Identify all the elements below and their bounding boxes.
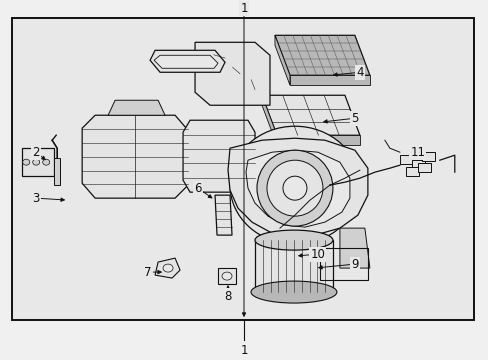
Polygon shape: [183, 120, 254, 192]
Ellipse shape: [229, 126, 359, 244]
Polygon shape: [154, 55, 218, 68]
Bar: [405, 167, 418, 176]
Bar: [12, 18, 473, 320]
Circle shape: [266, 160, 322, 216]
Text: 11: 11: [409, 146, 425, 159]
Polygon shape: [262, 95, 276, 145]
Ellipse shape: [163, 264, 173, 272]
Text: 1: 1: [240, 2, 247, 15]
Ellipse shape: [250, 281, 336, 303]
Bar: [409, 147, 422, 156]
Text: 9: 9: [350, 258, 358, 271]
Ellipse shape: [222, 272, 231, 280]
Polygon shape: [108, 100, 165, 115]
Text: 7: 7: [144, 266, 152, 279]
Polygon shape: [339, 228, 369, 268]
Bar: [417, 163, 430, 172]
Polygon shape: [150, 50, 224, 72]
Bar: [319, 248, 367, 280]
Polygon shape: [274, 35, 369, 75]
Text: 6: 6: [194, 182, 202, 195]
Polygon shape: [289, 75, 369, 85]
Ellipse shape: [254, 282, 332, 302]
Polygon shape: [262, 95, 359, 135]
Bar: [399, 155, 412, 164]
Text: 8: 8: [224, 289, 231, 302]
Polygon shape: [54, 158, 60, 185]
Text: 4: 4: [355, 66, 363, 79]
Bar: [254, 240, 332, 292]
Ellipse shape: [33, 159, 40, 165]
Ellipse shape: [254, 230, 332, 250]
Ellipse shape: [22, 159, 30, 165]
Bar: [22, 148, 54, 176]
Circle shape: [257, 150, 332, 226]
Ellipse shape: [42, 159, 50, 165]
Polygon shape: [245, 150, 349, 227]
Text: 5: 5: [350, 112, 358, 125]
Polygon shape: [215, 195, 231, 235]
Bar: [411, 160, 424, 169]
Polygon shape: [276, 135, 359, 145]
Polygon shape: [227, 138, 367, 237]
Text: 1: 1: [240, 343, 247, 356]
Polygon shape: [82, 115, 188, 198]
Polygon shape: [274, 35, 289, 85]
Polygon shape: [195, 42, 269, 105]
Bar: [218, 268, 236, 284]
Polygon shape: [155, 258, 180, 278]
Text: 3: 3: [32, 192, 40, 204]
Text: 10: 10: [310, 248, 325, 261]
Bar: [421, 152, 434, 161]
Circle shape: [283, 176, 306, 200]
Text: 2: 2: [32, 146, 40, 159]
